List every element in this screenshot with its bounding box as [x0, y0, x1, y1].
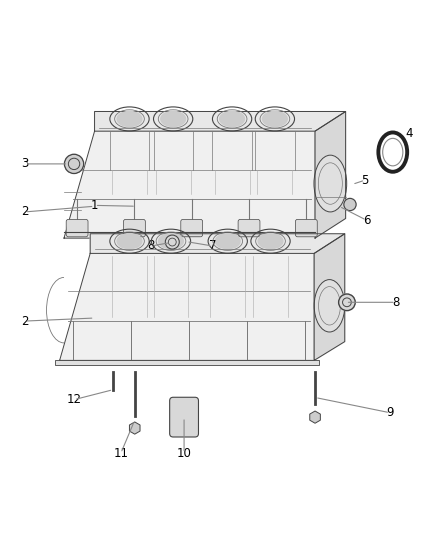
Circle shape — [339, 294, 355, 311]
Circle shape — [165, 235, 179, 249]
Polygon shape — [90, 234, 345, 253]
Text: 12: 12 — [67, 393, 81, 406]
Text: 11: 11 — [113, 447, 128, 460]
FancyBboxPatch shape — [66, 220, 88, 237]
Circle shape — [344, 198, 356, 211]
FancyBboxPatch shape — [170, 397, 198, 437]
Polygon shape — [315, 111, 346, 238]
FancyBboxPatch shape — [181, 220, 203, 237]
Circle shape — [64, 154, 84, 174]
Text: 4: 4 — [405, 127, 413, 140]
Ellipse shape — [160, 111, 186, 127]
Text: 1: 1 — [91, 199, 98, 212]
Polygon shape — [314, 234, 345, 360]
Ellipse shape — [219, 111, 245, 127]
Text: 7: 7 — [208, 239, 216, 253]
Ellipse shape — [314, 155, 347, 212]
Text: 3: 3 — [21, 157, 28, 171]
Ellipse shape — [314, 280, 345, 332]
Ellipse shape — [117, 111, 143, 127]
Text: 2: 2 — [21, 314, 28, 328]
FancyBboxPatch shape — [55, 360, 318, 365]
Text: 2: 2 — [21, 205, 28, 219]
Text: 5: 5 — [362, 174, 369, 187]
Text: 8: 8 — [392, 296, 399, 309]
Text: 10: 10 — [177, 447, 191, 460]
Polygon shape — [60, 253, 314, 360]
Polygon shape — [95, 111, 346, 131]
Text: 8: 8 — [148, 239, 155, 253]
Ellipse shape — [262, 111, 288, 127]
Text: 6: 6 — [363, 214, 370, 227]
Text: 9: 9 — [386, 406, 394, 419]
Ellipse shape — [258, 233, 284, 249]
FancyBboxPatch shape — [238, 220, 260, 237]
Ellipse shape — [117, 233, 143, 249]
FancyBboxPatch shape — [124, 220, 145, 237]
Ellipse shape — [215, 233, 241, 249]
FancyBboxPatch shape — [295, 220, 317, 237]
Ellipse shape — [158, 233, 184, 249]
Polygon shape — [64, 131, 315, 238]
